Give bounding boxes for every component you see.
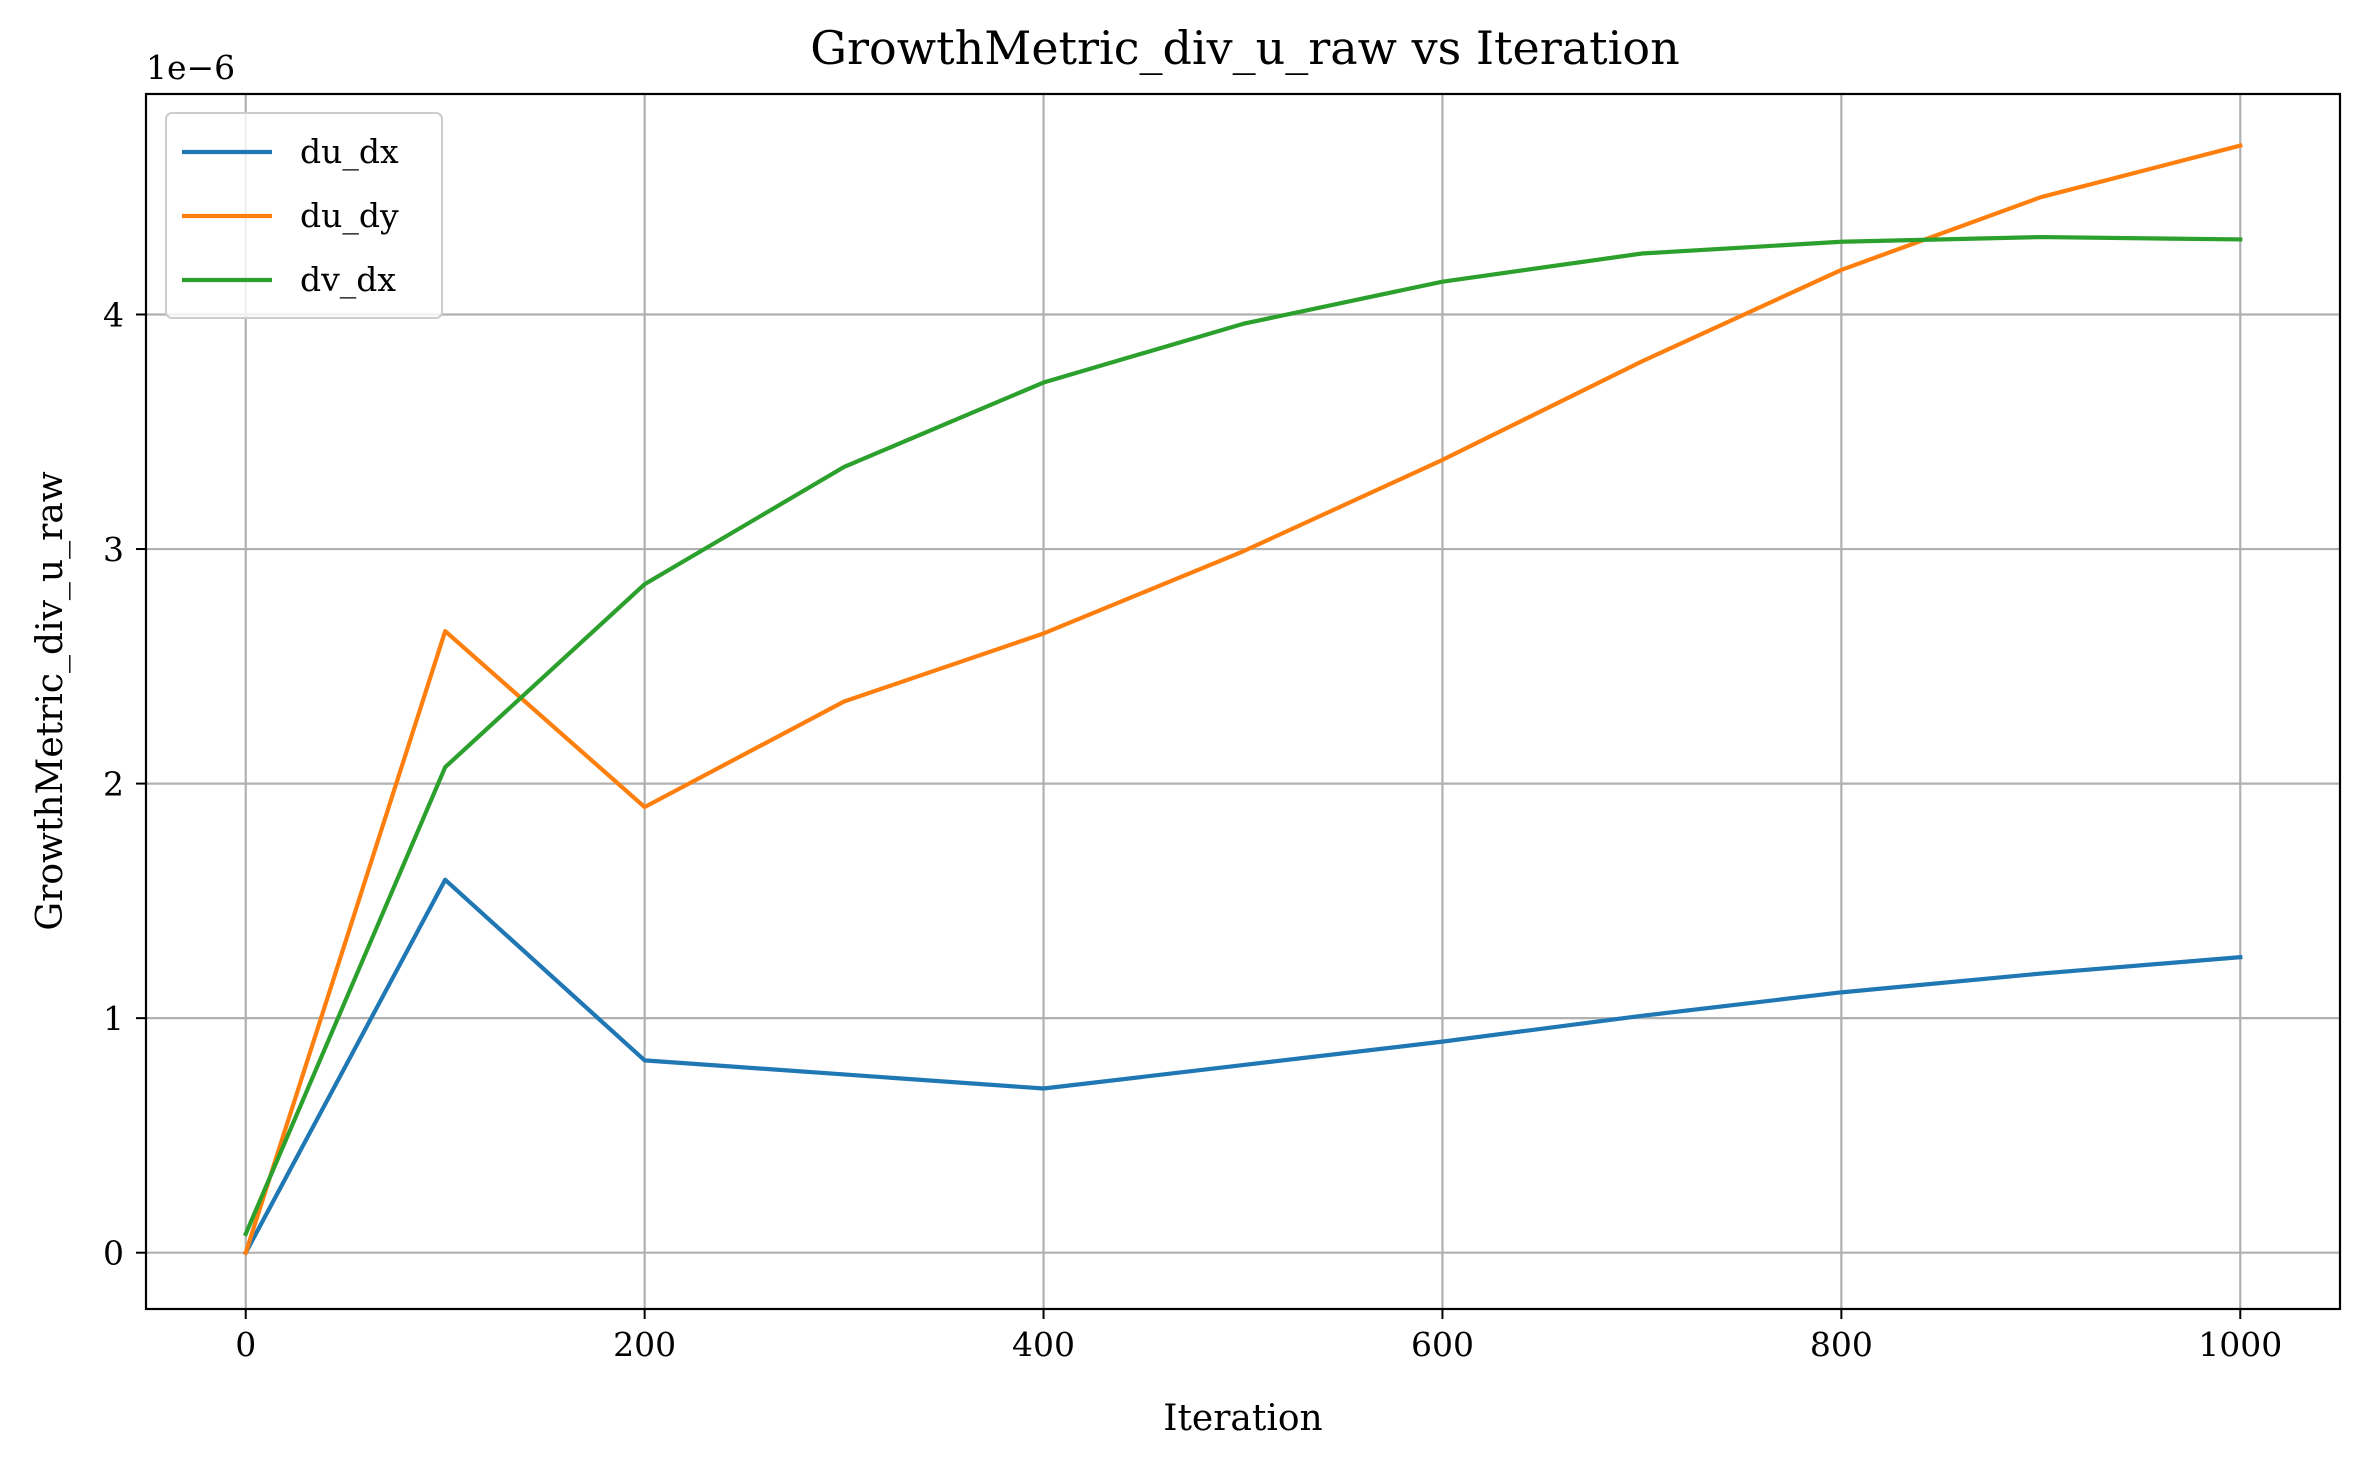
series-lines [242, 143, 2243, 1256]
legend-label: du_dx [300, 132, 399, 172]
series-line-du-dy [243, 143, 2243, 1256]
grid [146, 94, 2340, 1309]
y-tick-label: 3 [103, 530, 124, 569]
legend: du_dx du_dy dv_dx [165, 112, 443, 319]
y-axis: 0 1 2 3 4 [103, 295, 146, 1273]
legend-label: du_dy [300, 196, 399, 236]
y-tick-label: 0 [103, 1234, 124, 1273]
x-tick-label: 200 [613, 1325, 676, 1364]
y-tick-label: 4 [103, 295, 124, 334]
y-tick-label: 1 [103, 999, 124, 1038]
x-tick-label: 0 [235, 1325, 256, 1364]
x-tick-label: 400 [1012, 1325, 1075, 1364]
x-tick-label: 600 [1411, 1325, 1474, 1364]
y-axis-label: GrowthMetric_div_u_raw [30, 471, 71, 930]
y-axis-offset-label: 1e−6 [146, 48, 235, 87]
x-axis-label: Iteration [1163, 1398, 1323, 1439]
legend-box [165, 112, 443, 319]
series-line-dv-dx [242, 234, 2243, 1237]
y-tick-label: 2 [103, 765, 124, 804]
plot-frame [144, 92, 2342, 1311]
x-tick-label: 800 [1810, 1325, 1873, 1364]
legend-label: dv_dx [300, 260, 396, 300]
x-tick-label: 1000 [2198, 1325, 2282, 1364]
x-axis: 0 200 400 600 800 1000 [235, 1309, 2282, 1364]
series-line-du-dx [242, 877, 2243, 1256]
chart-title: GrowthMetric_div_u_raw vs Iteration [810, 21, 1679, 75]
